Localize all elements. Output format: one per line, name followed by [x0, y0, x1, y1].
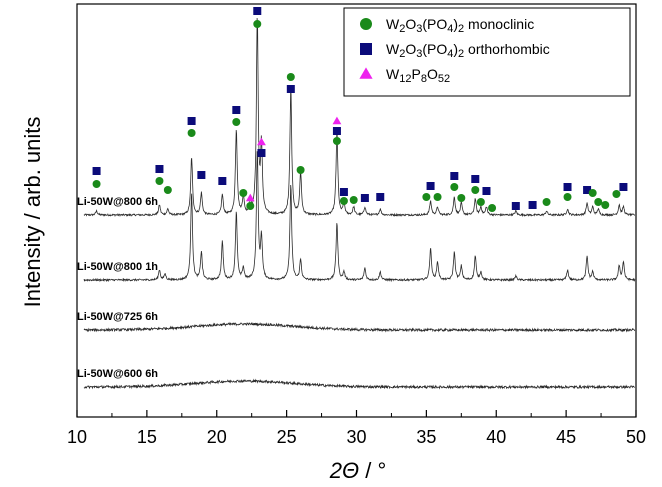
trace-label: Li-50W@800 6h — [77, 196, 158, 208]
monoclinic-marker — [163, 186, 172, 194]
monoclinic-marker — [339, 197, 348, 205]
orthorhombic-marker — [257, 149, 266, 157]
legend-orthorhombic-label: W2O3(PO4)2 orthorhombic — [386, 41, 550, 60]
monoclinic-marker — [588, 189, 597, 197]
x-tick-label: 10 — [67, 427, 87, 447]
orthorhombic-marker — [187, 117, 196, 125]
trace-line — [83, 17, 635, 218]
x-tick-label: 40 — [486, 427, 506, 447]
monoclinic-marker — [286, 73, 295, 81]
orthorhombic-marker — [376, 193, 385, 201]
orthorhombic-marker — [583, 186, 592, 194]
monoclinic-marker — [476, 198, 485, 206]
orthorhombic-marker — [528, 201, 537, 209]
legend-monoclinic-symbol — [360, 18, 372, 30]
x-tick-label: 45 — [556, 427, 576, 447]
monoclinic-marker — [594, 198, 603, 206]
trace-line — [83, 151, 636, 283]
trace-label: Li-50W@800 1h — [77, 261, 158, 273]
legend-w12p8o52-symbol — [359, 67, 373, 79]
trace-label: Li-50W@725 6h — [77, 311, 158, 323]
legend-box — [343, 7, 631, 97]
monoclinic-marker — [488, 204, 497, 212]
x-tick-label: 30 — [346, 427, 366, 447]
x-axis-label: 2Θ / ° — [329, 458, 387, 483]
x-tick-label: 25 — [277, 427, 297, 447]
monoclinic-marker — [155, 177, 164, 185]
w12p8o52-marker — [332, 116, 342, 125]
trace-label: Li-50W@600 6h — [77, 368, 158, 380]
legend-w12p8o52-label: W12P8O52 — [386, 66, 450, 85]
x-axis-symbol: 2Θ — [329, 458, 359, 483]
orthorhombic-marker — [218, 177, 227, 185]
orthorhombic-marker — [92, 167, 101, 175]
monoclinic-marker — [563, 193, 572, 201]
monoclinic-marker — [349, 196, 358, 204]
monoclinic-marker — [612, 190, 621, 198]
legend-monoclinic-label: W2O3(PO4)2 monoclinic — [386, 16, 534, 35]
orthorhombic-marker — [360, 194, 369, 202]
legend-entries: W2O3(PO4)2 monoclinic W2O3(PO4)2 orthorho… — [359, 16, 550, 85]
orthorhombic-marker — [426, 182, 435, 190]
monoclinic-marker — [457, 194, 466, 202]
x-ticks: 10 15 20 25 30 35 40 45 50 — [67, 410, 646, 447]
x-tick-label: 50 — [626, 427, 646, 447]
orthorhombic-marker — [511, 202, 520, 210]
trace-line — [83, 321, 636, 333]
legend-orthorhombic-symbol — [360, 43, 372, 55]
trace-line — [83, 378, 636, 390]
legend: W2O3(PO4)2 monoclinic W2O3(PO4)2 orthorho… — [343, 7, 631, 97]
x-tick-label: 15 — [137, 427, 157, 447]
monoclinic-marker — [471, 186, 480, 194]
orthorhombic-marker — [286, 85, 295, 93]
x-axis-unit: / ° — [365, 458, 386, 483]
monoclinic-marker — [601, 201, 610, 209]
orthorhombic-marker — [619, 183, 628, 191]
orthorhombic-marker — [197, 171, 206, 179]
monoclinic-marker — [332, 137, 341, 145]
orthorhombic-marker — [253, 7, 262, 15]
orthorhombic-marker — [563, 183, 572, 191]
orthorhombic-marker — [339, 188, 348, 196]
monoclinic-marker — [239, 189, 248, 197]
monoclinic-marker — [433, 193, 442, 201]
x-tick-label: 35 — [416, 427, 436, 447]
trace-labels: Li-50W@800 6h Li-50W@800 1h Li-50W@725 6h L… — [77, 196, 158, 380]
orthorhombic-marker — [450, 172, 459, 180]
orthorhombic-marker — [332, 127, 341, 135]
monoclinic-marker — [92, 180, 101, 188]
monoclinic-marker — [253, 20, 262, 28]
orthorhombic-marker — [155, 165, 164, 173]
monoclinic-marker — [187, 129, 196, 137]
orthorhombic-marker — [482, 187, 491, 195]
monoclinic-marker — [450, 183, 459, 191]
x-tick-label: 20 — [207, 427, 227, 447]
w12p8o52-marker — [257, 137, 266, 146]
monoclinic-marker — [422, 193, 431, 201]
monoclinic-marker — [232, 118, 241, 126]
diffraction-traces — [83, 17, 636, 390]
y-axis-label: Intensity / arb. units — [20, 117, 45, 308]
orthorhombic-marker — [232, 106, 241, 114]
monoclinic-marker — [296, 166, 305, 174]
phase-markers — [92, 7, 628, 212]
monoclinic-marker — [542, 198, 551, 206]
orthorhombic-marker — [471, 175, 480, 183]
monoclinic-marker — [246, 202, 255, 210]
w12p8o52-marker — [245, 193, 255, 202]
